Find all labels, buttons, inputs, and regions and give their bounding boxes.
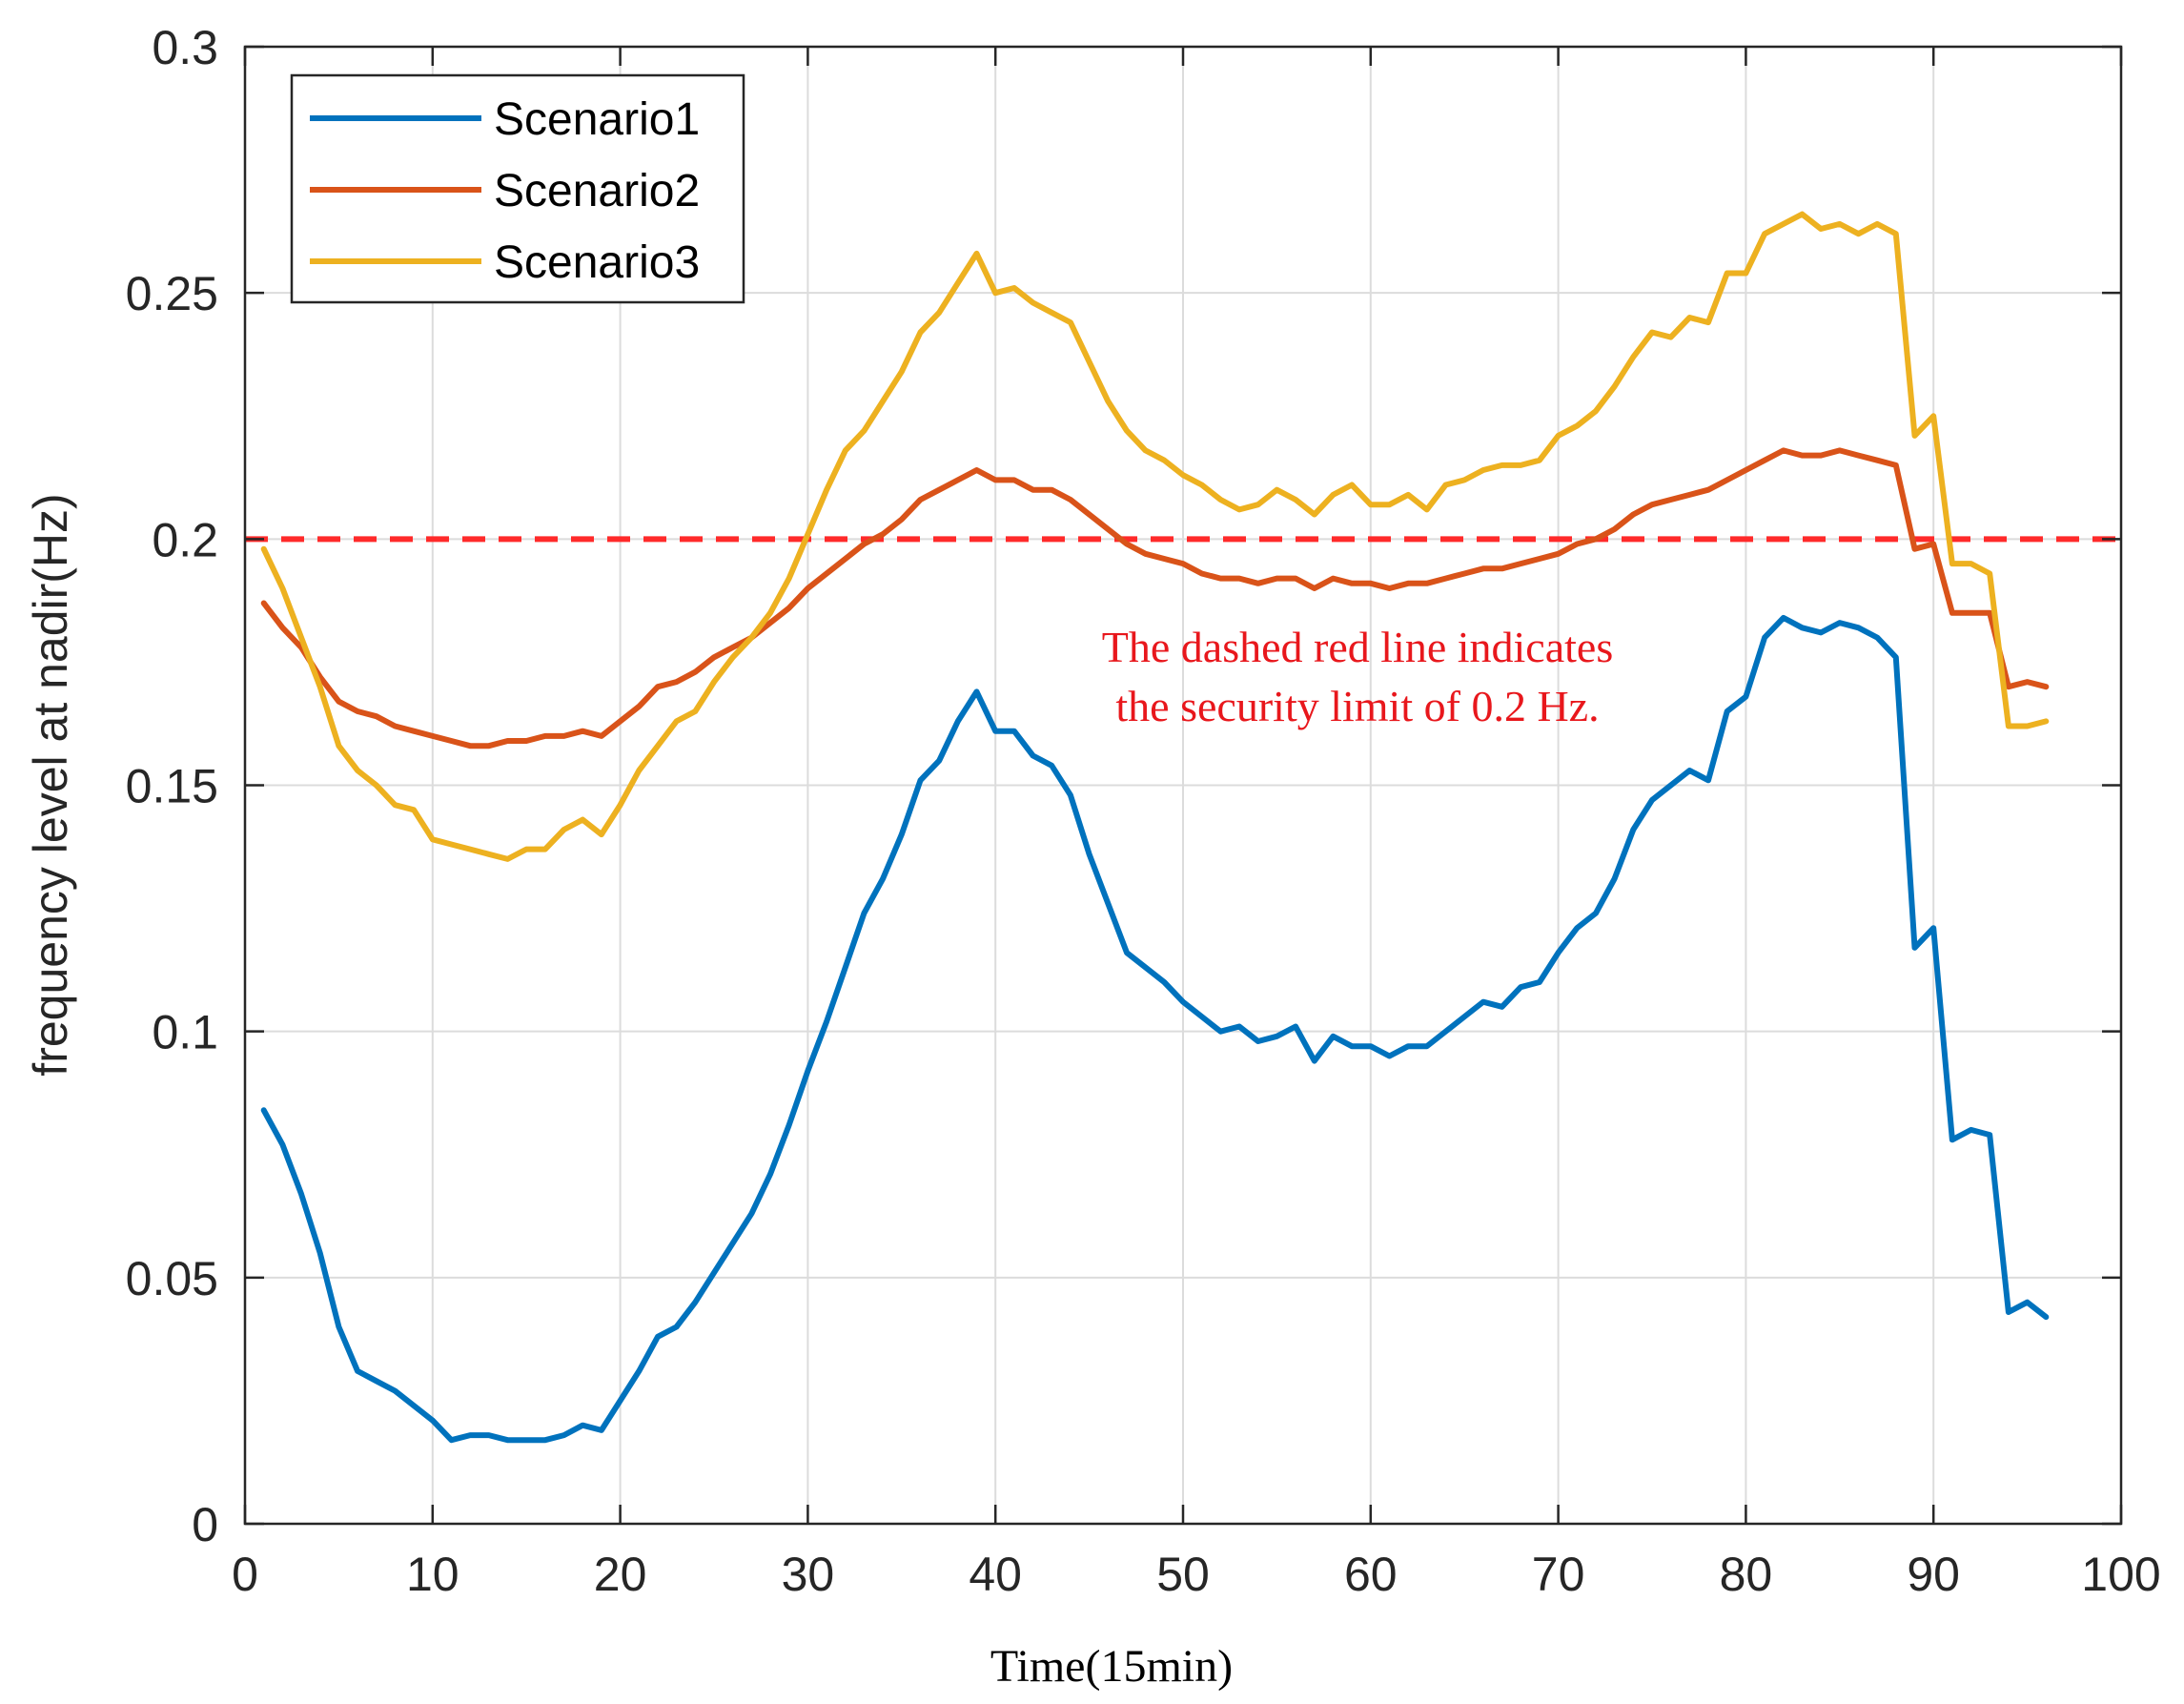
x-tick-label: 80 [1720, 1548, 1773, 1601]
series-line-scenario1 [260, 614, 2050, 1444]
x-tick-label: 40 [969, 1548, 1022, 1601]
y-tick-label: 0.1 [152, 1006, 218, 1059]
x-tick-label: 30 [782, 1548, 835, 1601]
x-tick-label: 0 [232, 1548, 258, 1601]
x-tick-label: 100 [2081, 1548, 2160, 1601]
legend-label-scenario3: Scenario3 [494, 237, 700, 288]
x-tick-labels: 0 10 20 30 40 50 60 70 80 90 100 [232, 1548, 2161, 1601]
annotation-line-2: the security limit of 0.2 Hz. [1115, 682, 1599, 730]
x-tick-label: 70 [1532, 1548, 1585, 1601]
legend: Scenario1 Scenario2 Scenario3 [290, 73, 745, 304]
x-tick-label: 60 [1344, 1548, 1398, 1601]
x-tick-label: 10 [406, 1548, 459, 1601]
y-tick-label: 0.25 [126, 267, 218, 320]
grid [245, 47, 2121, 1524]
x-tick-label: 20 [594, 1548, 647, 1601]
x-tick-label: 90 [1907, 1548, 1960, 1601]
y-tick-label: 0 [192, 1498, 218, 1551]
legend-label-scenario1: Scenario1 [494, 94, 700, 145]
annotation-line-1: The dashed red line indicates [1102, 623, 1613, 671]
ticks [243, 45, 2123, 1526]
y-tick-label: 0.15 [126, 760, 218, 813]
y-axis-title: frequency level at nadir(Hz) [24, 493, 77, 1076]
x-tick-label: 50 [1156, 1548, 1210, 1601]
x-axis-title: Time(15min) [990, 1641, 1233, 1692]
series-line-scenario2 [260, 447, 2050, 749]
series-layer [260, 211, 2050, 1444]
y-tick-label: 0.2 [152, 513, 218, 566]
series-line-scenario3 [260, 211, 2050, 862]
legend-label-scenario2: Scenario2 [494, 166, 700, 216]
annotation: The dashed red line indicates the securi… [1102, 623, 1613, 730]
y-tick-label: 0.05 [126, 1252, 218, 1305]
y-tick-labels: 0 0.05 0.1 0.15 0.2 0.25 0.3 [126, 21, 218, 1551]
y-tick-label: 0.3 [152, 21, 218, 74]
